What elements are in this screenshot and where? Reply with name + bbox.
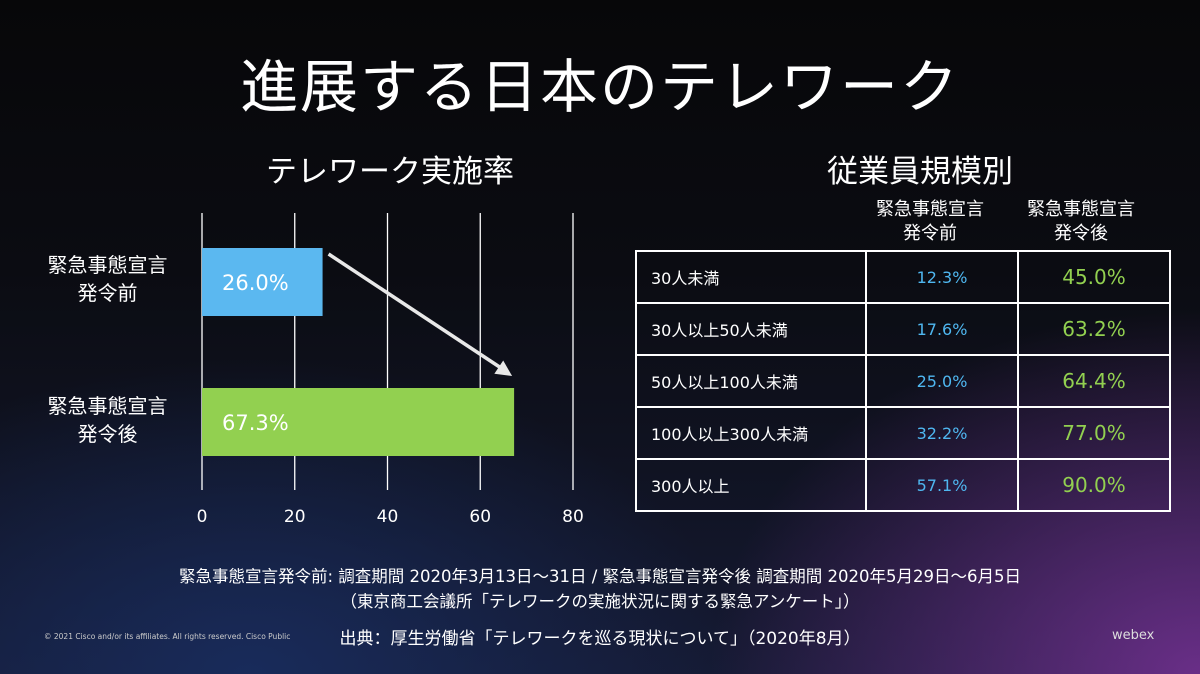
survey-period-note: 緊急事態宣言発令前: 調査期間 2020年3月13日～31日 / 緊急事態宣言発… (178, 567, 1022, 586)
copyright-text: © 2021 Cisco and/or its affiliates. All … (44, 632, 291, 641)
x-tick-label-0: 0 (197, 507, 208, 527)
table-title: 従業員規模別 (827, 154, 1013, 190)
trend-arrow-head (494, 360, 513, 376)
source-citation: 出典：厚生労働省「テレワークを巡る現状について」（2020年8月） (339, 629, 861, 649)
category-label-after: 緊急事態宣言 発令後 (47, 394, 168, 446)
col-header-after: 緊急事態宣言 発令後 (1027, 199, 1135, 244)
survey-source-note: （東京商工会議所「テレワークの実施状況に関する緊急アンケート」） (340, 592, 860, 611)
chart-title: テレワーク実施率 (266, 154, 514, 190)
trend-arrow-line (327, 252, 506, 372)
data-label-after: 67.3% (222, 411, 289, 435)
row-size-label: 30人未満 (635, 250, 867, 304)
row-value-after: 45.0% (1017, 250, 1171, 304)
table-row: 300人以上 57.1% 90.0% (635, 458, 1171, 512)
row-value-before: 32.2% (865, 406, 1019, 460)
row-value-before: 57.1% (865, 458, 1019, 512)
row-size-label: 30人以上50人未満 (635, 302, 867, 356)
category-label-before: 緊急事態宣言 発令前 (47, 253, 168, 305)
row-size-label: 100人以上300人未満 (635, 406, 867, 460)
bar-after (202, 388, 515, 456)
x-tick-label-60: 60 (469, 507, 491, 527)
x-tick-label-40: 40 (377, 507, 399, 527)
data-label-before: 26.0% (222, 271, 289, 295)
row-value-after: 77.0% (1017, 406, 1171, 460)
telework-bar-chart: 0 20 40 60 80 26.0% 67.3% (197, 213, 584, 527)
row-value-after: 63.2% (1017, 302, 1171, 356)
table-row: 30人以上50人未満 17.6% 63.2% (635, 302, 1171, 356)
table-row: 50人以上100人未満 25.0% 64.4% (635, 354, 1171, 408)
slide-title: 進展する日本のテレワーク (239, 53, 960, 121)
row-value-before: 12.3% (865, 250, 1019, 304)
row-value-before: 25.0% (865, 354, 1019, 408)
row-value-after: 64.4% (1017, 354, 1171, 408)
table-row: 30人未満 12.3% 45.0% (635, 250, 1171, 304)
bar-before (202, 248, 323, 316)
employee-size-table: 30人未満 12.3% 45.0% 30人以上50人未満 17.6% 63.2% 50人以上… (635, 250, 1171, 512)
x-tick-label-80: 80 (562, 507, 584, 527)
table-row: 100人以上300人未満 32.2% 77.0% (635, 406, 1171, 460)
row-value-before: 17.6% (865, 302, 1019, 356)
col-header-before: 緊急事態宣言 発令前 (876, 199, 984, 244)
webex-logo: webex (1112, 628, 1155, 643)
x-tick-label-20: 20 (284, 507, 306, 527)
row-size-label: 300人以上 (635, 458, 867, 512)
row-value-after: 90.0% (1017, 458, 1171, 512)
row-size-label: 50人以上100人未満 (635, 354, 867, 408)
